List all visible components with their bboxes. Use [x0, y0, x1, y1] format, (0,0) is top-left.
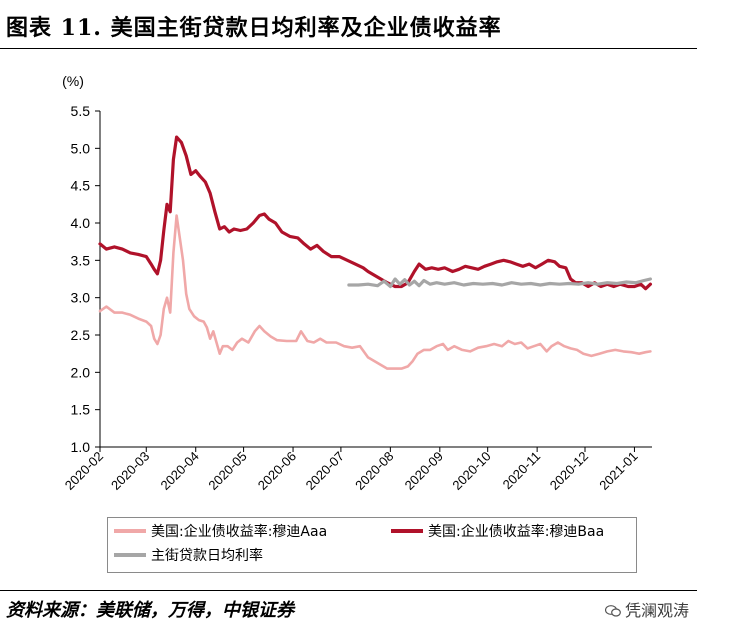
- y-tick-label: 2.0: [71, 364, 91, 380]
- x-tick-label: 2020-07: [303, 449, 347, 493]
- legend-label-baa: 美国:企业债收益率:穆迪Baa: [428, 524, 605, 540]
- x-tick-label: 2020-02: [62, 449, 106, 493]
- chart-title: 图表 11. 美国主街贷款日均利率及企业债收益率: [6, 15, 502, 41]
- watermark: 凭澜观涛: [605, 597, 689, 621]
- y-tick-label: 3.5: [71, 252, 91, 268]
- legend-swatch-main-street: [114, 553, 146, 557]
- y-tick-label: 4.5: [71, 178, 91, 194]
- legend-label-main-street: 主街贷款日均利率: [151, 548, 263, 564]
- legend-item-main-street: 主街贷款日均利率: [114, 545, 263, 565]
- y-tick-label: 5.5: [71, 103, 91, 119]
- y-tick-label: 2.5: [71, 327, 91, 343]
- y-tick-label: 4.0: [71, 215, 91, 231]
- x-tick-label: 2020-12: [547, 449, 591, 493]
- x-tick-label: 2021-01: [596, 449, 640, 493]
- x-tick-label: 2020-09: [402, 449, 446, 493]
- series-line-main-street: [347, 277, 652, 289]
- x-tick-label: 2020-08: [352, 449, 396, 493]
- x-tick-label: 2020-03: [108, 449, 152, 493]
- y-tick-label: 1.5: [71, 402, 91, 418]
- series-line-baa: [98, 135, 652, 291]
- chart-series: [98, 135, 652, 370]
- legend-item-baa: 美国:企业债收益率:穆迪Baa: [391, 521, 604, 541]
- y-axis-label: (%): [62, 73, 84, 89]
- footer-divider: [0, 590, 697, 591]
- y-tick-label: 1.0: [71, 439, 91, 455]
- x-tick-label: 2020-06: [255, 449, 299, 493]
- legend-item-aaa: 美国:企业债收益率:穆迪Aaa: [114, 521, 327, 541]
- y-tick-label: 3.0: [71, 290, 91, 306]
- title-divider: [0, 48, 697, 49]
- source-note: 资料来源：美联储，万得，中银证券: [6, 600, 294, 621]
- legend-label-aaa: 美国:企业债收益率:穆迪Aaa: [151, 524, 328, 540]
- wechat-icon: [605, 605, 621, 617]
- line-chart: 1.0 1.5 2.0 2.5 3.0 3.5 4.0 4.5 5.0 5.5 (%) 2020-02…: [62, 73, 652, 493]
- legend-swatch-aaa: [114, 529, 146, 533]
- x-tick-label: 2020-10: [449, 449, 493, 493]
- series-line-aaa: [98, 214, 652, 370]
- legend-swatch-baa: [391, 529, 423, 533]
- y-tick-label: 5.0: [71, 140, 91, 156]
- x-tick-label: 2020-11: [500, 449, 544, 493]
- watermark-text: 凭澜观涛: [625, 601, 690, 620]
- chart-legend: 美国:企业债收益率:穆迪Aaa 美国:企业债收益率:穆迪Baa 主街贷款日均利率: [107, 517, 637, 573]
- x-tick-label: 2020-04: [157, 449, 201, 493]
- x-tick-label: 2020-05: [205, 449, 249, 493]
